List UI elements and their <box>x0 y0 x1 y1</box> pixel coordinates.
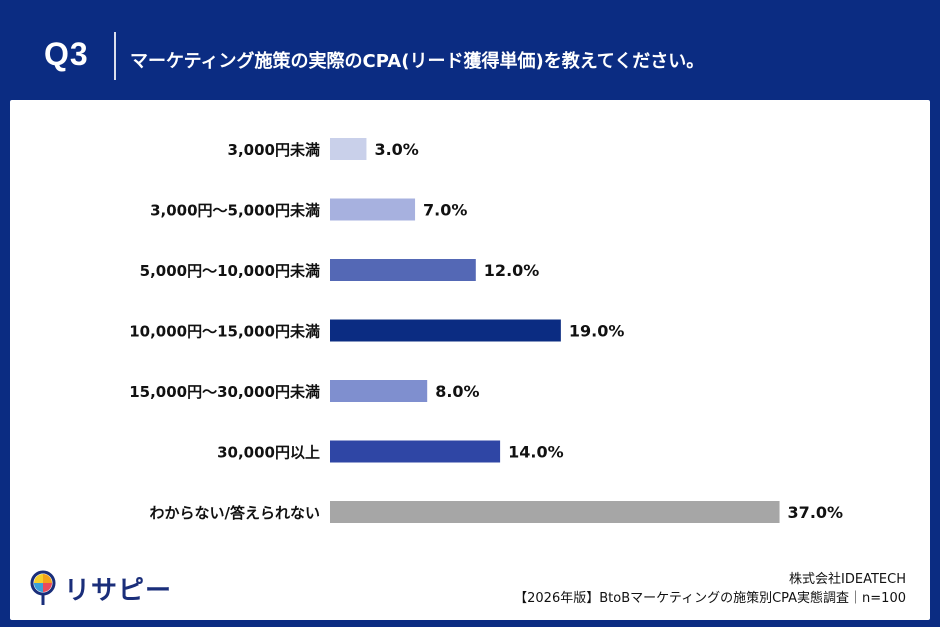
question-number: Q3 <box>44 36 89 72</box>
category-label: 15,000円〜30,000円未満 <box>129 383 320 401</box>
header-divider <box>114 32 116 80</box>
bar <box>330 380 428 402</box>
category-label: 5,000円〜10,000円未満 <box>140 262 320 280</box>
chart-panel: 3,000円未満 3.0% 3,000円〜5,000円未満 7.0% 5,000円〜10… <box>10 100 930 620</box>
header-bar: Q3 マーケティング施策の実際のCPA(リード獲得単価)を教えてください。 <box>0 0 940 100</box>
category-label: わからない/答えられない <box>150 504 320 522</box>
bar <box>330 440 501 463</box>
category-label: 3,000円〜5,000円未満 <box>150 202 320 220</box>
category-label: 10,000円〜15,000円未満 <box>129 323 320 341</box>
value-label: 7.0% <box>423 201 467 220</box>
footer-survey: 【2026年版】BtoBマーケティングの施策別CPA実態調査｜n=100 <box>514 591 906 606</box>
bar <box>330 319 561 342</box>
footer-credits: 株式会社IDEATECH 【2026年版】BtoBマーケティングの施策別CPA実… <box>514 570 906 608</box>
bar <box>330 138 367 160</box>
bar-chart: 3,000円未満 3.0% 3,000円〜5,000円未満 7.0% 5,000円〜10… <box>129 138 844 523</box>
question-text: マーケティング施策の実際のCPA(リード獲得単価)を教えてください。 <box>130 51 705 72</box>
value-label: 14.0% <box>508 443 564 462</box>
bar <box>330 501 780 523</box>
value-label: 12.0% <box>484 261 540 280</box>
bar <box>330 198 416 221</box>
risapi-logo-icon <box>30 570 56 605</box>
value-label: 8.0% <box>435 382 479 401</box>
value-label: 19.0% <box>569 322 625 341</box>
logo: リサピー <box>28 568 172 608</box>
value-label: 37.0% <box>788 503 844 522</box>
category-label: 3,000円未満 <box>228 141 320 159</box>
bar <box>330 259 476 281</box>
category-label: 30,000円以上 <box>217 444 320 462</box>
footer-company: 株式会社IDEATECH <box>789 572 906 587</box>
logo-text: リサピー <box>64 575 173 606</box>
value-label: 3.0% <box>374 140 418 159</box>
